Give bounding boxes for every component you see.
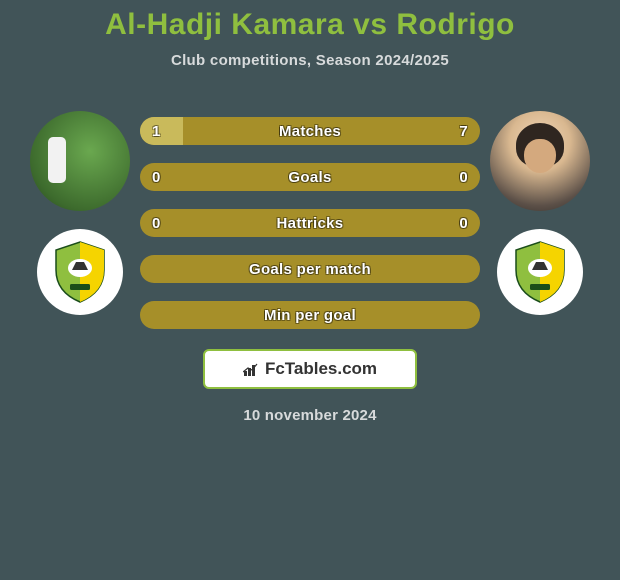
page-subtitle: Club competitions, Season 2024/2025 bbox=[0, 52, 620, 69]
shield-icon bbox=[512, 240, 568, 304]
stat-label: Hattricks bbox=[277, 215, 344, 232]
stat-label: Goals per match bbox=[249, 261, 371, 278]
player-left-column bbox=[20, 111, 140, 315]
comparison-card: Al-Hadji Kamara vs Rodrigo Club competit… bbox=[0, 0, 620, 580]
stat-bar: 0 Hattricks 0 bbox=[140, 209, 480, 237]
stat-bar: 0 Goals 0 bbox=[140, 163, 480, 191]
shield-icon bbox=[52, 240, 108, 304]
stat-value-left: 0 bbox=[152, 169, 161, 186]
stat-label: Matches bbox=[279, 123, 341, 140]
stat-value-right: 0 bbox=[459, 215, 468, 232]
stat-label: Min per goal bbox=[264, 307, 356, 324]
player-right-column bbox=[480, 111, 600, 315]
stat-value-left: 0 bbox=[152, 215, 161, 232]
stat-bars: 1 Matches 7 0 Goals 0 0 Hattricks 0 Goals per mat… bbox=[140, 111, 480, 329]
stat-value-right: 0 bbox=[459, 169, 468, 186]
player-photo-left bbox=[30, 111, 130, 211]
stat-bar: 1 Matches 7 bbox=[140, 117, 480, 145]
content-row: 1 Matches 7 0 Goals 0 0 Hattricks 0 Goals per mat… bbox=[0, 111, 620, 329]
page-title: Al-Hadji Kamara vs Rodrigo bbox=[0, 0, 620, 42]
club-badge-left bbox=[37, 229, 123, 315]
stat-label: Goals bbox=[288, 169, 331, 186]
brand-text: FcTables.com bbox=[265, 359, 377, 379]
brand-badge: FcTables.com bbox=[203, 349, 417, 389]
player-photo-right bbox=[490, 111, 590, 211]
stat-bar: Goals per match bbox=[140, 255, 480, 283]
stat-bar: Min per goal bbox=[140, 301, 480, 329]
stat-bar-fill-left bbox=[140, 117, 183, 145]
club-badge-right bbox=[497, 229, 583, 315]
stat-value-right: 7 bbox=[459, 123, 468, 140]
date-stamp: 10 november 2024 bbox=[0, 407, 620, 424]
stat-value-left: 1 bbox=[152, 123, 161, 140]
bar-chart-icon bbox=[243, 362, 261, 376]
